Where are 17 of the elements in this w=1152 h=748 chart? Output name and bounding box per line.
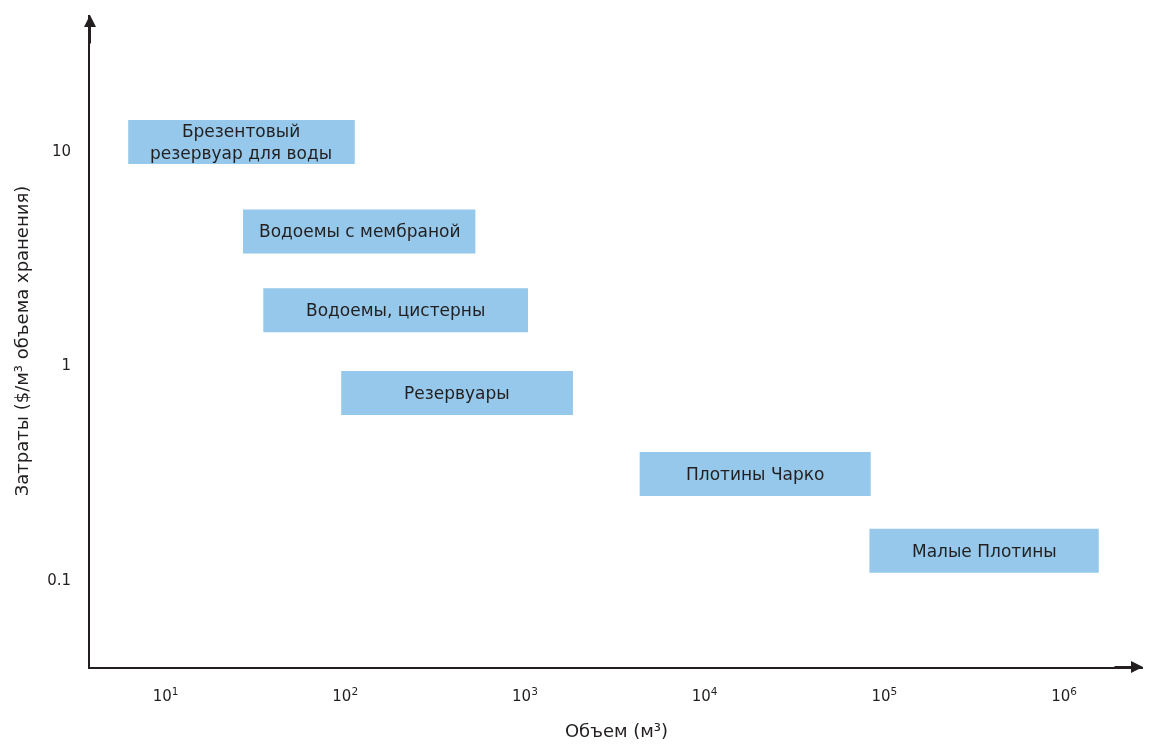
x-tick-label: 10$^{5}$	[871, 684, 898, 705]
x-tick-label: 10$^{3}$	[512, 684, 538, 705]
x-tick-label: 10$^{1}$	[152, 684, 179, 705]
series-label: Водоемы, цистерны	[306, 300, 486, 320]
series-label: Плотины Чарко	[686, 464, 825, 484]
series-label: Брезентовый резервуар для воды	[150, 121, 333, 164]
x-tick-label: 10$^{6}$	[1051, 684, 1078, 705]
series-label: Малые Плотины	[912, 541, 1057, 561]
y-tick-label: 1	[61, 356, 71, 375]
y-tick-label: 10	[51, 142, 71, 160]
y-tick-label: 0.1	[47, 570, 71, 589]
x-tick-label: 10$^{4}$	[691, 684, 718, 705]
y-axis-title: Затраты ($/м³ объема хранения)	[10, 185, 32, 497]
series-label: Резервуары	[404, 383, 510, 403]
x-axis-title: Объем (м³)	[564, 719, 669, 741]
series-label: Водоемы с мембраной	[259, 221, 461, 241]
x-tick-label: 10$^{2}$	[332, 684, 359, 705]
